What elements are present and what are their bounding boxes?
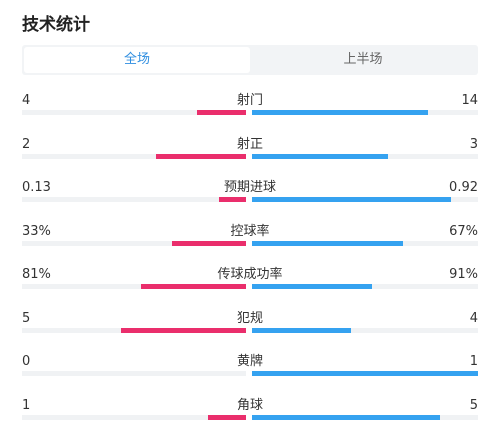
- away-value: 0.92: [449, 180, 478, 195]
- stat-row: 0 黄牌 1: [0, 354, 500, 398]
- home-bar: [196, 110, 246, 115]
- away-bar: [252, 371, 478, 376]
- stat-row: 5 犯规 4: [0, 311, 500, 355]
- stat-row: 81% 传球成功率 91%: [0, 267, 500, 311]
- away-bar: [252, 110, 429, 115]
- away-bar-track: [252, 197, 478, 202]
- away-bar-track: [252, 414, 478, 420]
- home-bar-track: [22, 197, 246, 202]
- stat-row: 1 角球 5: [0, 398, 500, 442]
- period-tabs: 全场 上半场: [22, 45, 478, 75]
- stat-name: 传球成功率: [217, 267, 283, 282]
- away-value: 14: [461, 93, 478, 108]
- home-value: 2: [22, 136, 31, 152]
- home-bar: [172, 240, 246, 246]
- away-bar-track: [252, 153, 478, 159]
- away-bar: [252, 284, 372, 289]
- home-value: 0: [22, 354, 31, 369]
- home-bar: [219, 197, 246, 202]
- home-bar-track: [22, 284, 246, 289]
- away-bar-track: [252, 284, 478, 289]
- page-title: 技术统计: [22, 15, 90, 35]
- stat-name: 控球率: [230, 223, 270, 239]
- home-value: 5: [22, 310, 31, 326]
- away-bar-track: [252, 240, 478, 246]
- home-value: 33%: [22, 223, 51, 239]
- away-value: 4: [469, 310, 478, 326]
- home-bar-track: [22, 414, 246, 420]
- away-bar: [252, 240, 404, 246]
- stat-name: 黄牌: [236, 354, 263, 369]
- away-value: 67%: [449, 223, 478, 239]
- away-bar: [252, 327, 352, 333]
- home-value: 0.13: [22, 180, 51, 195]
- tab-first-half[interactable]: 上半场: [343, 52, 383, 67]
- home-bar-track: [22, 240, 246, 246]
- away-value: 1: [469, 354, 478, 369]
- stat-row: 2 射正 3: [0, 137, 500, 181]
- home-bar-track: [22, 371, 246, 376]
- away-bar-track: [252, 371, 478, 376]
- away-bar: [252, 414, 440, 420]
- home-value: 81%: [22, 267, 51, 282]
- home-bar: [207, 414, 246, 420]
- stat-row: 0.13 预期进球 0.92: [0, 180, 500, 224]
- away-bar-track: [252, 327, 478, 333]
- home-bar-track: [22, 110, 246, 115]
- home-bar-track: [22, 327, 246, 333]
- stat-row: 33% 控球率 67%: [0, 224, 500, 268]
- away-bar: [252, 197, 451, 202]
- away-value: 91%: [449, 267, 478, 282]
- away-value: 3: [469, 136, 478, 152]
- away-bar: [252, 153, 388, 159]
- home-value: 1: [22, 397, 31, 413]
- tab-full-match[interactable]: 全场: [24, 47, 250, 73]
- away-bar-track: [252, 110, 478, 115]
- stat-name: 射正: [236, 136, 263, 152]
- away-value: 5: [469, 397, 478, 413]
- stat-name: 射门: [236, 93, 263, 108]
- home-bar: [156, 153, 246, 159]
- stat-name: 角球: [236, 397, 263, 413]
- stat-row: 4 射门 14: [0, 93, 500, 137]
- stat-name: 犯规: [236, 310, 263, 326]
- home-bar-track: [22, 153, 246, 159]
- home-bar: [120, 327, 246, 333]
- home-bar: [140, 284, 246, 289]
- home-value: 4: [22, 93, 31, 108]
- stat-name: 预期进球: [223, 180, 276, 195]
